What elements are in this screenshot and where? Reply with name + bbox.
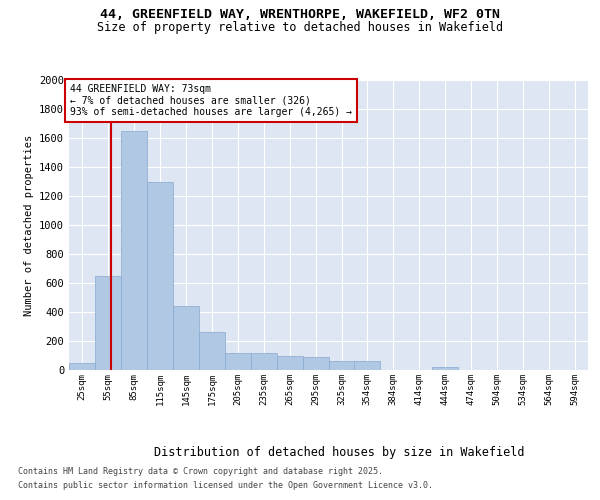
Bar [329,360,355,370]
Bar [147,182,173,370]
Bar [354,362,380,370]
Bar [121,130,147,370]
Bar [173,306,199,370]
Bar [199,332,225,370]
Bar [251,352,277,370]
Text: Distribution of detached houses by size in Wakefield: Distribution of detached houses by size … [154,446,524,459]
Text: 44 GREENFIELD WAY: 73sqm
← 7% of detached houses are smaller (326)
93% of semi-d: 44 GREENFIELD WAY: 73sqm ← 7% of detache… [70,84,352,117]
Bar [95,276,121,370]
Text: Contains public sector information licensed under the Open Government Licence v3: Contains public sector information licen… [18,481,433,490]
Text: 44, GREENFIELD WAY, WRENTHORPE, WAKEFIELD, WF2 0TN: 44, GREENFIELD WAY, WRENTHORPE, WAKEFIEL… [100,8,500,20]
Bar [432,367,458,370]
Text: Contains HM Land Registry data © Crown copyright and database right 2025.: Contains HM Land Registry data © Crown c… [18,467,383,476]
Bar [303,357,329,370]
Bar [225,352,251,370]
Bar [69,363,95,370]
Y-axis label: Number of detached properties: Number of detached properties [23,134,34,316]
Text: Size of property relative to detached houses in Wakefield: Size of property relative to detached ho… [97,21,503,34]
Bar [277,356,303,370]
